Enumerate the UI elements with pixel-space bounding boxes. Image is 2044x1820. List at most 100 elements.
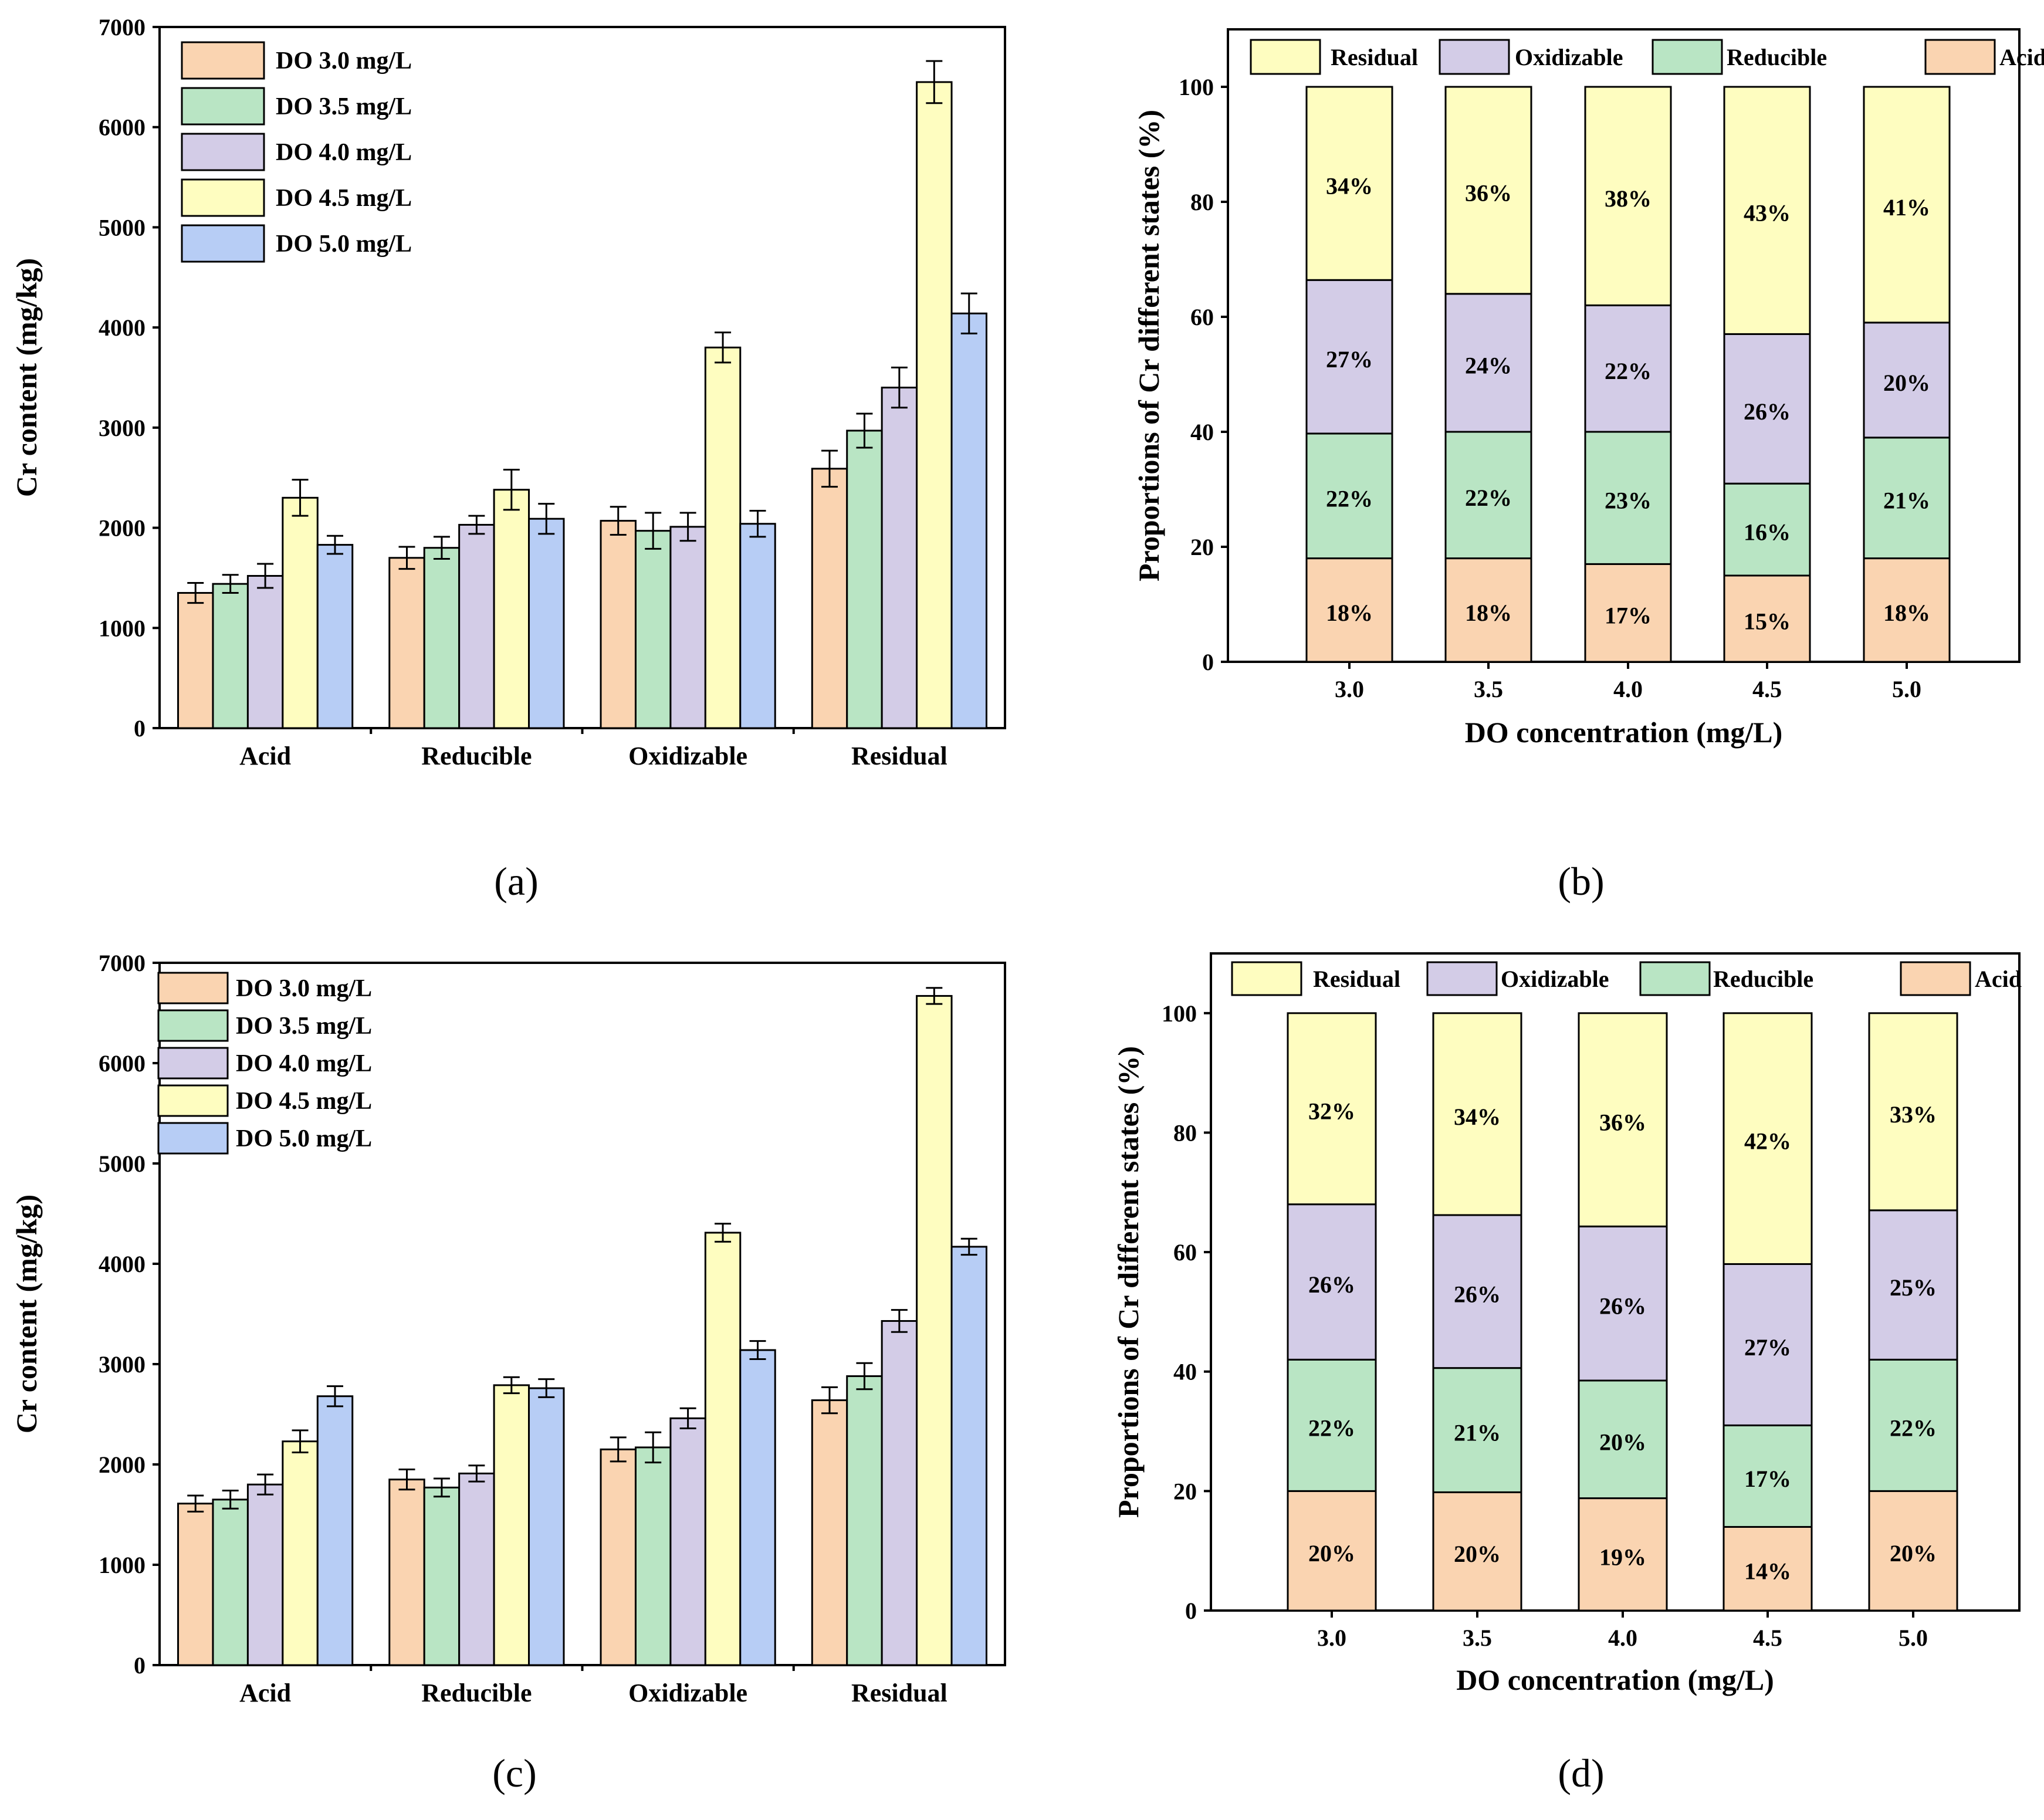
bar-do-5-0-mg-l-acid <box>316 544 354 729</box>
segment-label: 14% <box>1744 1558 1791 1585</box>
legend-label: DO 3.5 mg/L <box>236 1013 372 1040</box>
legend: DO 3.0 mg/L DO 3.5 mg/L DO 4.0 mg/L DO 4.5 … <box>181 41 412 263</box>
legend-label: Acid <box>1999 44 2044 70</box>
bar-do-4-0-mg-l-reducible <box>458 523 495 729</box>
segment-label: 34% <box>1326 173 1373 199</box>
error-bar-do-5-0-mg-l-acid <box>327 535 344 555</box>
segment-reducible-3-5 <box>1444 431 1532 560</box>
legend-swatch-do-4-0-mg-l <box>181 133 265 171</box>
y-tick-label: 2000 <box>99 1452 145 1478</box>
segment-reducible-5-0 <box>1863 437 1951 560</box>
y-tick-label: 60 <box>1173 1239 1197 1266</box>
segment-reducible-3-0 <box>1287 1358 1377 1492</box>
error-bar-do-3-5-mg-l-acid <box>222 1489 239 1510</box>
y-tick-label: 1000 <box>99 1552 145 1578</box>
error-bar-do-3-0-mg-l-reducible <box>398 546 415 570</box>
legend-swatch-do-3-0-mg-l <box>181 41 265 80</box>
bar-do-3-5-mg-l-reducible <box>423 1486 461 1666</box>
legend-label: Oxidizable <box>1501 966 1609 992</box>
y-tick-label: 5000 <box>99 1151 145 1177</box>
y-tick-label: 80 <box>1190 189 1214 215</box>
error-bar-do-5-0-mg-l-acid <box>327 1385 344 1408</box>
error-bar-do-4-0-mg-l-oxidizable <box>679 512 696 542</box>
legend-swatch-do-3-0-mg-l <box>157 972 229 1004</box>
segment-label: 24% <box>1465 352 1512 378</box>
segment-label: 16% <box>1744 519 1791 546</box>
segment-label: 27% <box>1744 1334 1791 1361</box>
bar-do-3-0-mg-l-residual <box>811 468 848 729</box>
legend-swatch-residual <box>1231 961 1302 996</box>
error-bar-do-3-0-mg-l-acid <box>187 581 204 604</box>
bar-do-4-0-mg-l-oxidizable <box>669 1417 706 1666</box>
bar-do-3-0-mg-l-acid <box>177 1503 214 1666</box>
segment-label: 21% <box>1454 1420 1501 1446</box>
error-bar-do-4-0-mg-l-residual <box>891 1309 908 1333</box>
x-category-label: Acid <box>239 1679 291 1707</box>
segment-label: 38% <box>1605 185 1652 212</box>
legend: Residual Oxidizable Reducible Acid <box>1250 39 2044 75</box>
segment-label: 43% <box>1744 200 1791 226</box>
error-bar-do-5-0-mg-l-oxidizable <box>749 1340 766 1360</box>
error-bar-do-4-0-mg-l-residual <box>891 366 908 409</box>
bar-do-3-0-mg-l-residual <box>811 1399 848 1666</box>
legend-swatch-do-4-0-mg-l <box>157 1047 229 1080</box>
legend-label: DO 3.0 mg/L <box>276 48 412 75</box>
y-tick-label: 60 <box>1190 304 1214 330</box>
bar-do-4-5-mg-l-reducible <box>493 489 530 729</box>
legend-swatch-do-5-0-mg-l <box>157 1122 229 1155</box>
y-tick-label: 0 <box>1202 649 1214 675</box>
segment-label: 22% <box>1326 485 1373 512</box>
error-bar-do-3-0-mg-l-oxidizable <box>610 1436 627 1463</box>
segment-label: 17% <box>1744 1466 1791 1492</box>
error-bar-do-4-5-mg-l-acid <box>292 1429 309 1453</box>
segment-label: 25% <box>1890 1274 1937 1301</box>
legend-swatch-do-3-5-mg-l <box>157 1009 229 1042</box>
segment-label: 20% <box>1454 1541 1501 1567</box>
error-bar-do-4-0-mg-l-reducible <box>468 515 485 535</box>
bar-do-5-0-mg-l-reducible <box>528 1387 565 1666</box>
bar-do-4-0-mg-l-acid <box>246 575 284 729</box>
bar-do-4-0-mg-l-acid <box>246 1483 284 1666</box>
segment-acid-5-0 <box>1868 1490 1958 1612</box>
y-tick-label: 0 <box>134 715 145 742</box>
error-bar-do-3-0-mg-l-residual <box>821 1386 838 1415</box>
error-bar-do-4-5-mg-l-oxidizable <box>715 1223 732 1243</box>
segment-residual-3-0 <box>1287 1012 1377 1206</box>
bar-do-3-0-mg-l-acid <box>177 592 214 729</box>
segment-reducible-4-5 <box>1723 482 1811 577</box>
segment-oxidizable-5-0 <box>1863 322 1951 439</box>
bar-do-4-5-mg-l-acid <box>282 1440 319 1666</box>
segment-label: 18% <box>1326 600 1373 626</box>
panel-a: 0 1000 2000 3000 4000 5000 6000 7000 Acid Reducib… <box>10 14 1006 904</box>
y-tick-label: 80 <box>1173 1119 1197 1146</box>
bar-do-3-5-mg-l-residual <box>846 1375 883 1666</box>
segment-residual-3-5 <box>1432 1012 1522 1216</box>
segment-residual-5-0 <box>1863 86 1951 324</box>
x-category-label: Acid <box>239 742 291 770</box>
y-axis-title: Cr content (mg/kg) <box>10 258 43 497</box>
segment-oxidizable-4-0 <box>1584 304 1672 433</box>
legend-label: Residual <box>1331 44 1418 70</box>
x-axis-title: DO concentration (mg/L) <box>1465 716 1783 749</box>
y-tick-label: 0 <box>1185 1598 1197 1624</box>
y-tick-label: 40 <box>1190 419 1214 445</box>
segment-residual-4-5 <box>1723 86 1811 335</box>
bar-do-3-5-mg-l-oxidizable <box>634 530 672 729</box>
x-category-label: 3.5 <box>1474 676 1503 702</box>
segment-label: 22% <box>1605 358 1652 384</box>
bar-do-3-5-mg-l-acid <box>212 1498 249 1666</box>
error-bar-do-3-5-mg-l-oxidizable <box>645 512 662 550</box>
x-category-label: 3.0 <box>1335 676 1364 702</box>
error-bar-do-3-5-mg-l-acid <box>222 574 239 594</box>
segment-label: 34% <box>1454 1104 1501 1130</box>
y-tick-label: 2000 <box>99 515 145 542</box>
x-category-label: Residual <box>851 742 947 770</box>
bar-do-4-5-mg-l-reducible <box>493 1384 530 1666</box>
legend-label: Acid <box>1975 966 2022 992</box>
bar-do-3-0-mg-l-oxidizable <box>600 1448 637 1666</box>
y-axis-title: Proportions of Cr different states (%) <box>1132 110 1165 581</box>
error-bar-do-5-0-mg-l-reducible <box>538 503 555 535</box>
x-axis-title: DO concentration (mg/L) <box>1456 1663 1774 1696</box>
legend-swatch-reducible <box>1639 961 1711 996</box>
error-bar-do-4-0-mg-l-oxidizable <box>679 1407 696 1429</box>
